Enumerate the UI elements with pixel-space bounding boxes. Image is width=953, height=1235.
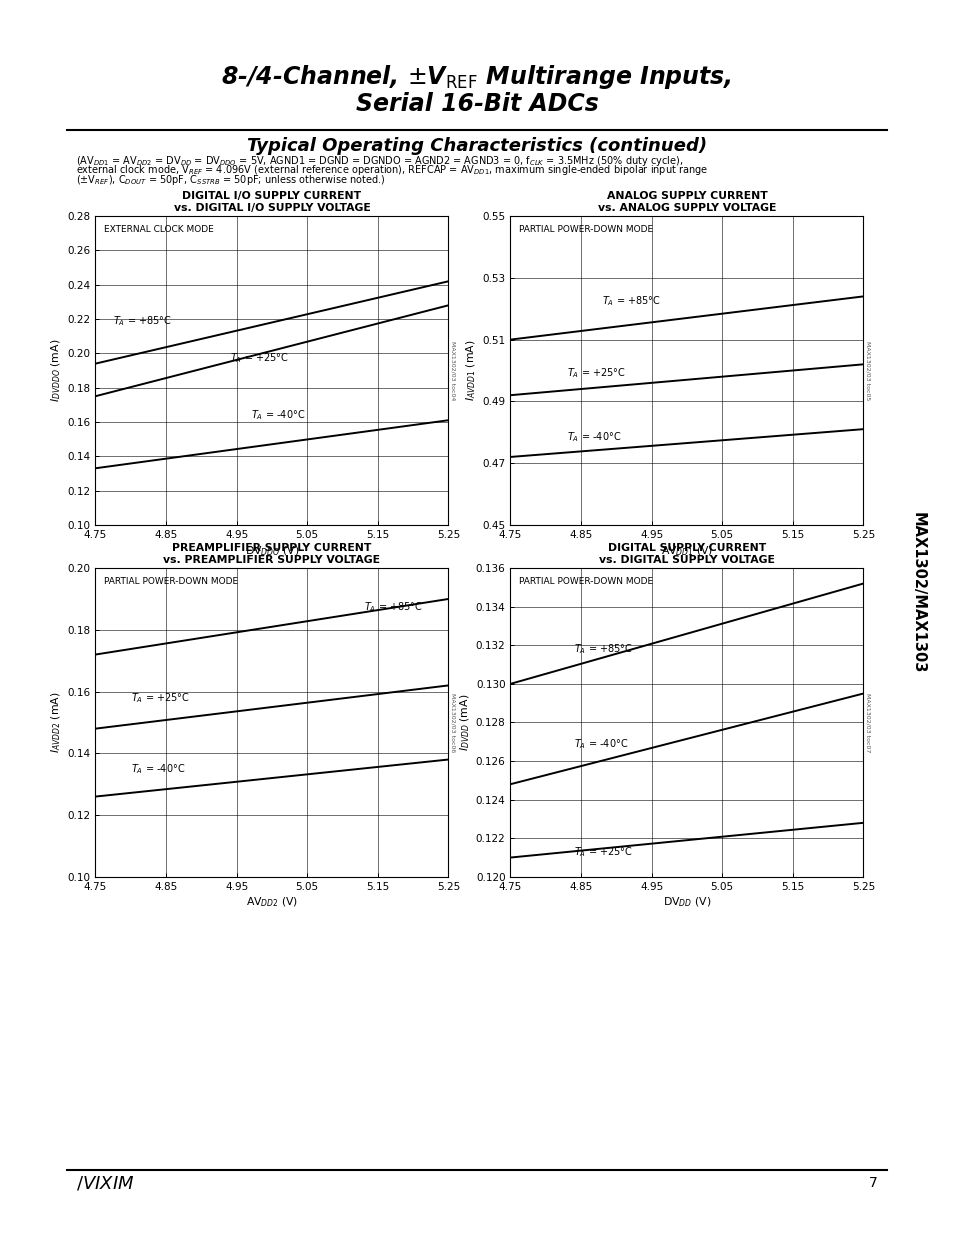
Text: Typical Operating Characteristics (continued): Typical Operating Characteristics (conti… (247, 137, 706, 154)
Text: PARTIAL POWER-DOWN MODE: PARTIAL POWER-DOWN MODE (518, 226, 653, 235)
Title: DIGITAL I/O SUPPLY CURRENT
vs. DIGITAL I/O SUPPLY VOLTAGE: DIGITAL I/O SUPPLY CURRENT vs. DIGITAL I… (173, 191, 370, 212)
X-axis label: DV$_{DD}$ (V): DV$_{DD}$ (V) (662, 895, 710, 909)
Text: $T_A$ = +85°C: $T_A$ = +85°C (113, 314, 172, 327)
Text: $T_A$ = -40°C: $T_A$ = -40°C (251, 409, 305, 422)
Y-axis label: $I_{DVDD}$ (mA): $I_{DVDD}$ (mA) (457, 694, 471, 751)
Text: $T_A$ = -40°C: $T_A$ = -40°C (574, 737, 628, 751)
Text: MAX1302/03 toc05: MAX1302/03 toc05 (864, 341, 869, 400)
Y-axis label: $I_{AVDD1}$ (mA): $I_{AVDD1}$ (mA) (464, 340, 477, 401)
Text: PARTIAL POWER-DOWN MODE: PARTIAL POWER-DOWN MODE (518, 578, 653, 587)
Text: MAX1302/03 toc04: MAX1302/03 toc04 (450, 341, 455, 400)
Text: $T_A$ = -40°C: $T_A$ = -40°C (566, 430, 620, 443)
X-axis label: AV$_{DD2}$ (V): AV$_{DD2}$ (V) (246, 895, 297, 909)
Text: MAX1302/03 toc06: MAX1302/03 toc06 (450, 693, 455, 752)
Text: $T_A$ = +85°C: $T_A$ = +85°C (363, 600, 422, 614)
Text: MAX1302/MAX1303: MAX1302/MAX1303 (909, 513, 924, 673)
Title: ANALOG SUPPLY CURRENT
vs. ANALOG SUPPLY VOLTAGE: ANALOG SUPPLY CURRENT vs. ANALOG SUPPLY … (598, 191, 775, 212)
Text: $T_A$ = +25°C: $T_A$ = +25°C (574, 845, 632, 858)
Title: DIGITAL SUPPLY CURRENT
vs. DIGITAL SUPPLY VOLTAGE: DIGITAL SUPPLY CURRENT vs. DIGITAL SUPPL… (598, 543, 774, 564)
Text: Serial 16-Bit ADCs: Serial 16-Bit ADCs (355, 91, 598, 116)
Text: $\mathbf{\mathit{/VIXIM}}$: $\mathbf{\mathit{/VIXIM}}$ (76, 1174, 134, 1192)
Text: $T_A$ = +25°C: $T_A$ = +25°C (566, 367, 625, 380)
Y-axis label: $I_{AVDD2}$ (mA): $I_{AVDD2}$ (mA) (50, 692, 63, 753)
Text: external clock mode, V$_{REF}$ = 4.096V (external reference operation), REFCAP =: external clock mode, V$_{REF}$ = 4.096V … (76, 163, 708, 178)
Text: $T_A$ = -40°C: $T_A$ = -40°C (131, 762, 185, 776)
Text: PARTIAL POWER-DOWN MODE: PARTIAL POWER-DOWN MODE (104, 578, 238, 587)
Y-axis label: $I_{DVDDO}$ (mA): $I_{DVDDO}$ (mA) (50, 338, 63, 403)
X-axis label: DV$_{DDO}$ (V): DV$_{DDO}$ (V) (245, 543, 298, 557)
Text: $T_A$ = +25°C: $T_A$ = +25°C (230, 352, 288, 366)
Text: $T_A$ = +25°C: $T_A$ = +25°C (131, 690, 190, 705)
Text: ($\pm$V$_{REF}$), C$_{DOUT}$ = 50pF, C$_{SSTRB}$ = 50pF; unless otherwise noted.: ($\pm$V$_{REF}$), C$_{DOUT}$ = 50pF, C$_… (76, 173, 385, 188)
Text: 7: 7 (868, 1176, 877, 1191)
Text: MAX1302/03 toc07: MAX1302/03 toc07 (864, 693, 869, 752)
Text: $T_A$ = +85°C: $T_A$ = +85°C (601, 294, 660, 308)
Text: 8-/4-Channel, $\pm$V$_{\rm REF}$ Multirange Inputs,: 8-/4-Channel, $\pm$V$_{\rm REF}$ Multira… (221, 63, 732, 90)
Text: EXTERNAL CLOCK MODE: EXTERNAL CLOCK MODE (104, 226, 213, 235)
Text: $T_A$ = +85°C: $T_A$ = +85°C (574, 642, 632, 656)
Title: PREAMPLIFIER SUPPLY CURRENT
vs. PREAMPLIFIER SUPPLY VOLTAGE: PREAMPLIFIER SUPPLY CURRENT vs. PREAMPLI… (163, 543, 380, 564)
Text: (AV$_{DD1}$ = AV$_{DD2}$ = DV$_{DD}$ = DV$_{DDO}$ = 5V, AGND1 = DGND = DGNDO = A: (AV$_{DD1}$ = AV$_{DD2}$ = DV$_{DD}$ = D… (76, 153, 683, 168)
X-axis label: AV$_{DD1}$ (V): AV$_{DD1}$ (V) (660, 543, 712, 557)
